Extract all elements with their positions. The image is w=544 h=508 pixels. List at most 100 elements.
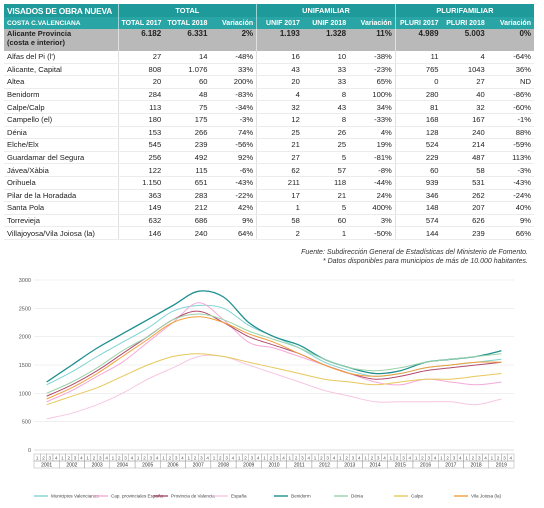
quarter-label: 3 (352, 456, 355, 461)
province-cell: 1.328 (302, 29, 350, 51)
table-cell: 115 (164, 163, 211, 177)
y-tick-label: 0 (28, 448, 31, 454)
municipality-name: Santa Pola (4, 201, 118, 215)
quarter-label: 3 (427, 456, 430, 461)
quarter-label: 4 (105, 456, 108, 461)
year-label: 2019 (496, 463, 507, 469)
table-cell: 149 (117, 201, 165, 215)
table-row: Jávea/Xàbia 122 115 -6% 62 57 -8% 60 58 -3% (4, 163, 534, 177)
table-subtitle: COSTA C.VALENCIANA (4, 17, 118, 29)
table-cell: 632 (117, 214, 165, 228)
table-cell: 4 (256, 88, 303, 102)
quarter-label: 1 (263, 456, 266, 461)
table-cell: 284 (117, 88, 165, 102)
quarter-label: 2 (169, 456, 172, 461)
table-row: Elche/Elx 545 239 -56% 21 25 19% 524 214 -59% (4, 138, 534, 152)
quarter-label: 3 (251, 456, 254, 461)
quarter-label: 3 (503, 456, 506, 461)
table-cell: 60 (394, 163, 442, 177)
province-name-line1: Alicante Provincia (7, 29, 72, 38)
quarter-label: 4 (510, 456, 513, 461)
quarter-label: 4 (383, 456, 386, 461)
table-row: Calpe/Calp 113 75 -34% 32 43 34% 81 32 -60% (4, 100, 534, 114)
table-row: Dénia 153 266 74% 25 26 4% 128 240 88% (4, 126, 534, 140)
quarter-label: 3 (402, 456, 405, 461)
quarter-label: 4 (484, 456, 487, 461)
table-cell: 214 (441, 138, 488, 152)
municipality-name: Alfas del Pi (l') (4, 51, 118, 64)
year-label: 2011 (294, 463, 305, 469)
quarter-label: 3 (453, 456, 456, 461)
quarter-label: 4 (131, 456, 134, 461)
table-title: VISADOS DE OBRA NUEVA (4, 4, 118, 17)
table-cell: 20 (117, 75, 165, 89)
table-cell: 1043 (441, 63, 488, 77)
table-cell: 11 (394, 51, 442, 64)
municipality-name: Torrevieja (4, 214, 118, 228)
quarter-label: 3 (150, 456, 153, 461)
quarter-label: 3 (200, 456, 203, 461)
table-cell: 212 (164, 201, 211, 215)
table-cell: 240 (441, 126, 488, 140)
quarter-label: 4 (181, 456, 184, 461)
y-tick-label: 3000 (19, 278, 31, 284)
series-line (46, 310, 502, 397)
column-header: PLURI 2018 (441, 17, 488, 29)
quarter-label: 1 (36, 456, 39, 461)
column-header: PLURI 2017 (394, 17, 442, 29)
table-cell: 167 (441, 113, 488, 127)
table-cell: 128 (394, 126, 442, 140)
year-label: 2010 (268, 463, 279, 469)
province-cell: 6.182 (117, 29, 165, 51)
municipality-name: Calpe/Calp (4, 100, 118, 114)
legend-label: España (231, 494, 247, 499)
table-cell: 36% (487, 63, 534, 77)
quarter-label: 1 (465, 456, 468, 461)
province-cell: 0% (487, 29, 534, 51)
table-cell: -6% (210, 163, 257, 177)
year-label: 2006 (167, 463, 178, 469)
price-evolution-chart: 0 500 1000 1500 2000 2500 3000 1 2 3 4 2001 1 2 3 4 2002… (4, 272, 534, 504)
table-row: Orihuela 1.150 651 -43% 211 118 -44% 939 531 -43% (4, 176, 534, 190)
table-cell: 487 (441, 151, 488, 165)
quarter-label: 2 (345, 456, 348, 461)
table-cell: 27 (117, 51, 165, 64)
table-cell: 32 (256, 100, 303, 114)
table-cell: -43% (210, 176, 257, 190)
quarter-label: 3 (74, 456, 77, 461)
table-cell: 9% (210, 214, 257, 228)
table-cell: 148 (394, 201, 442, 215)
table-row: Campello (el) 180 175 -3% 12 8 -33% 168 167 -1% (4, 113, 534, 127)
table-cell: 19% (349, 138, 396, 152)
quarter-label: 2 (219, 456, 222, 461)
table-cell: 180 (117, 113, 165, 127)
quarter-label: 1 (137, 456, 140, 461)
year-label: 2009 (243, 463, 254, 469)
table-cell: 64% (210, 226, 257, 240)
quarter-label: 2 (371, 456, 374, 461)
quarter-label: 2 (295, 456, 298, 461)
quarter-label: 3 (175, 456, 178, 461)
table-row: Villajoyosa/Vila Joiosa (la) 146 240 64% 2 1-… (4, 226, 534, 240)
municipality-name: Dénia (4, 126, 118, 140)
quarter-label: 4 (80, 456, 83, 461)
table-cell: 8 (302, 88, 350, 102)
table-cell: 33% (210, 63, 257, 77)
quarter-label: 3 (326, 456, 329, 461)
table-cell: 21 (302, 189, 350, 203)
quarter-label: 3 (225, 456, 228, 461)
table-cell: -64% (487, 51, 534, 64)
quarter-label: 4 (333, 456, 336, 461)
table-cell: -83% (210, 88, 257, 102)
quarter-label: 4 (307, 456, 310, 461)
province-cell: 11% (349, 29, 396, 51)
table-cell: 144 (394, 226, 442, 240)
table-cell: -60% (487, 100, 534, 114)
quarter-label: 4 (434, 456, 437, 461)
series-line (46, 316, 502, 400)
column-header: Variación (349, 17, 396, 29)
table-cell: 400% (349, 201, 396, 215)
table-cell: 100% (349, 88, 396, 102)
table-cell: -50% (349, 226, 396, 240)
table-cell: 3% (349, 214, 396, 228)
